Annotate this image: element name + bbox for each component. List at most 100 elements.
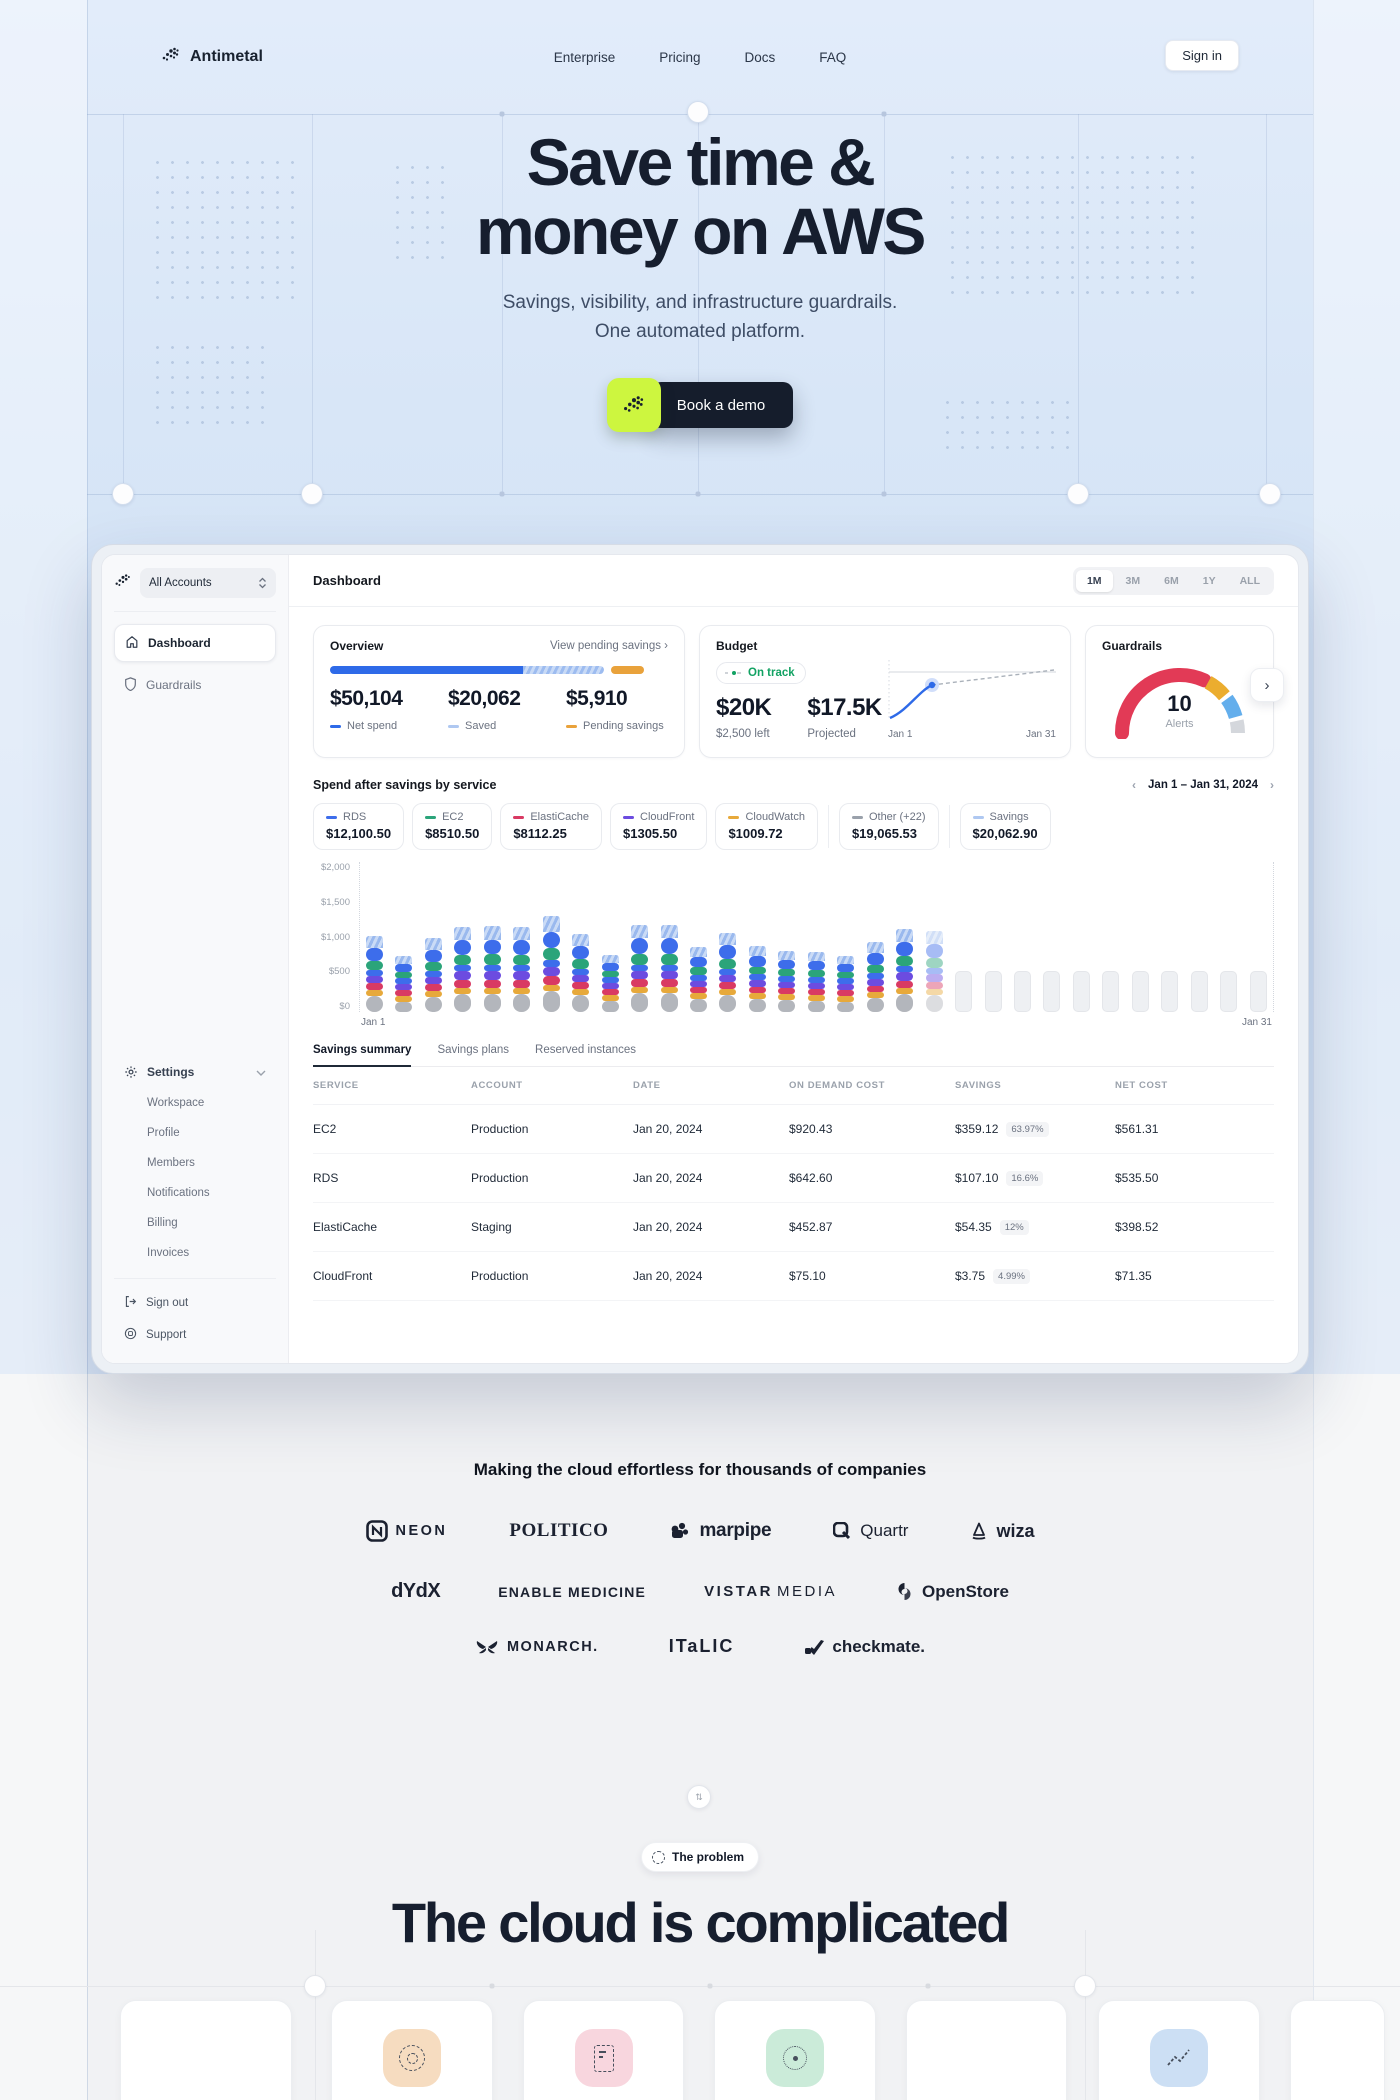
bar-segment-elasticache xyxy=(748,986,766,993)
legend-name: EC2 xyxy=(442,811,464,823)
time-range-1y[interactable]: 1Y xyxy=(1202,574,1216,587)
spend-bar-day-7 xyxy=(542,916,560,1012)
bar-segment-cloudfront xyxy=(689,980,707,987)
nav-link-pricing[interactable]: Pricing xyxy=(659,49,701,65)
guardrails-next-button[interactable]: › xyxy=(1250,668,1284,702)
brand[interactable]: Antimetal xyxy=(161,45,263,70)
legend-dash-icon xyxy=(326,815,337,819)
tab-reserved-instances[interactable]: Reserved instances xyxy=(535,1044,637,1056)
bar-segment-rds xyxy=(925,967,943,974)
y-tick: $2,000 xyxy=(320,862,350,873)
book-demo-button[interactable]: Book a demo xyxy=(606,378,794,433)
nav-link-enterprise[interactable]: Enterprise xyxy=(553,49,616,65)
cell-on-demand: $452.87 xyxy=(789,1220,833,1234)
sidebar-item-billing[interactable]: Billing xyxy=(147,1217,178,1229)
spend-bar-day-19 xyxy=(896,928,914,1012)
spend-section-header: Spend after savings by service ‹ Jan 1 –… xyxy=(313,778,1274,792)
bar-segment-cloudfront xyxy=(748,980,766,987)
spend-bar-future xyxy=(1161,970,1179,1012)
savings-pct-badge: 63.97% xyxy=(1006,1121,1049,1137)
cell-net-cost: $561.31 xyxy=(1115,1122,1159,1136)
stat-value: $50,104 xyxy=(330,687,403,710)
sidebar-item-members[interactable]: Members xyxy=(147,1157,195,1169)
time-range-1m[interactable]: 1M xyxy=(1075,569,1113,592)
time-range-3m[interactable]: 3M xyxy=(1125,574,1141,587)
sidebar-item-guardrails[interactable]: Guardrails xyxy=(114,666,276,704)
guardrails-card: Guardrails 10 Alerts xyxy=(1085,625,1284,758)
bar-segment-other xyxy=(631,993,649,1012)
sidebar-item-settings[interactable]: Settings xyxy=(114,1056,276,1088)
grid-vline xyxy=(884,114,885,495)
bar-segment-savings xyxy=(424,938,442,950)
column-header-account: ACCOUNT xyxy=(471,1080,523,1091)
main-content: Overview View pending savings › $50,104 … xyxy=(289,607,1298,1363)
grid-vline xyxy=(502,114,503,495)
legend-name: CloudFront xyxy=(640,811,695,823)
alerts-gauge: 10 Alerts xyxy=(1105,655,1255,744)
sidebar-item-label: Support xyxy=(146,1329,187,1341)
spend-bar-future xyxy=(1190,970,1208,1012)
logos-heading: Making the cloud effortless for thousand… xyxy=(473,1460,927,1479)
cell-date: Jan 20, 2024 xyxy=(633,1171,703,1185)
bar-segment-rds xyxy=(660,964,678,971)
account-row: All Accounts xyxy=(114,568,276,612)
bar-segment-savings xyxy=(513,926,531,941)
shield-icon xyxy=(124,676,137,694)
bar-segment-cloudwatch xyxy=(542,985,560,992)
bar-segment-other xyxy=(689,998,707,1012)
tab-savings-plans[interactable]: Savings plans xyxy=(437,1044,510,1056)
bar-segment-elasticache xyxy=(719,982,737,990)
sidebar-item-notifications[interactable]: Notifications xyxy=(147,1187,210,1199)
sidebar-item-dashboard[interactable]: Dashboard xyxy=(114,624,276,662)
bar-segment-cloudwatch xyxy=(719,989,737,996)
stat-value: $20,062 xyxy=(448,687,521,710)
bar-segment-elasticache xyxy=(601,989,619,996)
tab-savings-summary[interactable]: Savings summary xyxy=(313,1044,412,1067)
rule-dot xyxy=(489,1983,495,1989)
budget-minichart: Jan 1 Jan 31 xyxy=(888,658,1056,740)
view-pending-savings-link[interactable]: View pending savings › xyxy=(549,640,668,652)
bar-segment-ec2 xyxy=(719,958,737,969)
bar-segment-rds xyxy=(572,968,590,975)
sidebar-item-sign-out[interactable]: Sign out xyxy=(114,1287,276,1319)
bar-segment-cloudfront xyxy=(719,974,737,983)
sidebar-item-invoices[interactable]: Invoices xyxy=(147,1247,190,1259)
bar-segment-cloudfront xyxy=(866,978,884,986)
sign-in-button[interactable]: Sign in xyxy=(1165,40,1239,71)
time-range-6m[interactable]: 6M xyxy=(1164,574,1179,587)
section-node-badge: ⇅ xyxy=(687,1785,711,1809)
range-prev-icon[interactable]: ‹ xyxy=(1132,778,1137,792)
dashboard-app: All Accounts Dashboard Guardrails xyxy=(101,554,1299,1364)
spend-bar-future xyxy=(1220,970,1238,1012)
sidebar-item-workspace[interactable]: Workspace xyxy=(147,1097,205,1109)
x-end-label: Jan 31 xyxy=(1241,1017,1272,1028)
stat-label: Saved xyxy=(465,720,497,732)
bar-segment-savings xyxy=(896,928,914,942)
frame-line-right xyxy=(1313,0,1314,2100)
bar-segment-cloudwatch xyxy=(424,990,442,997)
bar-segment-other xyxy=(483,993,501,1012)
sidebar-item-support[interactable]: Support xyxy=(114,1319,276,1351)
bar-segment-rds xyxy=(778,959,796,970)
account-select[interactable]: All Accounts xyxy=(140,568,276,598)
legend-dash-icon xyxy=(728,815,740,819)
sidebar-item-profile[interactable]: Profile xyxy=(147,1127,180,1139)
bar-segment-cloudwatch xyxy=(601,995,619,1002)
bar-segment-cloudfront xyxy=(807,982,825,989)
bar-segment-cloudfront xyxy=(542,966,560,977)
bar-segment-ec2 xyxy=(366,960,383,971)
bar-segment-ec2 xyxy=(866,964,884,973)
bar-segment-savings xyxy=(395,956,413,964)
settings-subitems: Workspace Profile Members Notifications Bill… xyxy=(114,1088,276,1268)
nav-link-faq[interactable]: FAQ xyxy=(819,49,847,65)
bar-segment-cloudwatch xyxy=(572,989,590,996)
bar-segment-savings xyxy=(719,933,737,946)
budget-title: Budget xyxy=(716,639,758,653)
top-nav: Antimetal Enterprise Pricing Docs FAQ Sign … xyxy=(87,0,1313,114)
nav-link-docs[interactable]: Docs xyxy=(744,49,776,65)
problem-badge: The problem xyxy=(640,1842,760,1872)
cell-date: Jan 20, 2024 xyxy=(633,1220,703,1234)
time-range-all[interactable]: ALL xyxy=(1239,574,1260,587)
range-next-icon[interactable]: › xyxy=(1270,778,1274,792)
